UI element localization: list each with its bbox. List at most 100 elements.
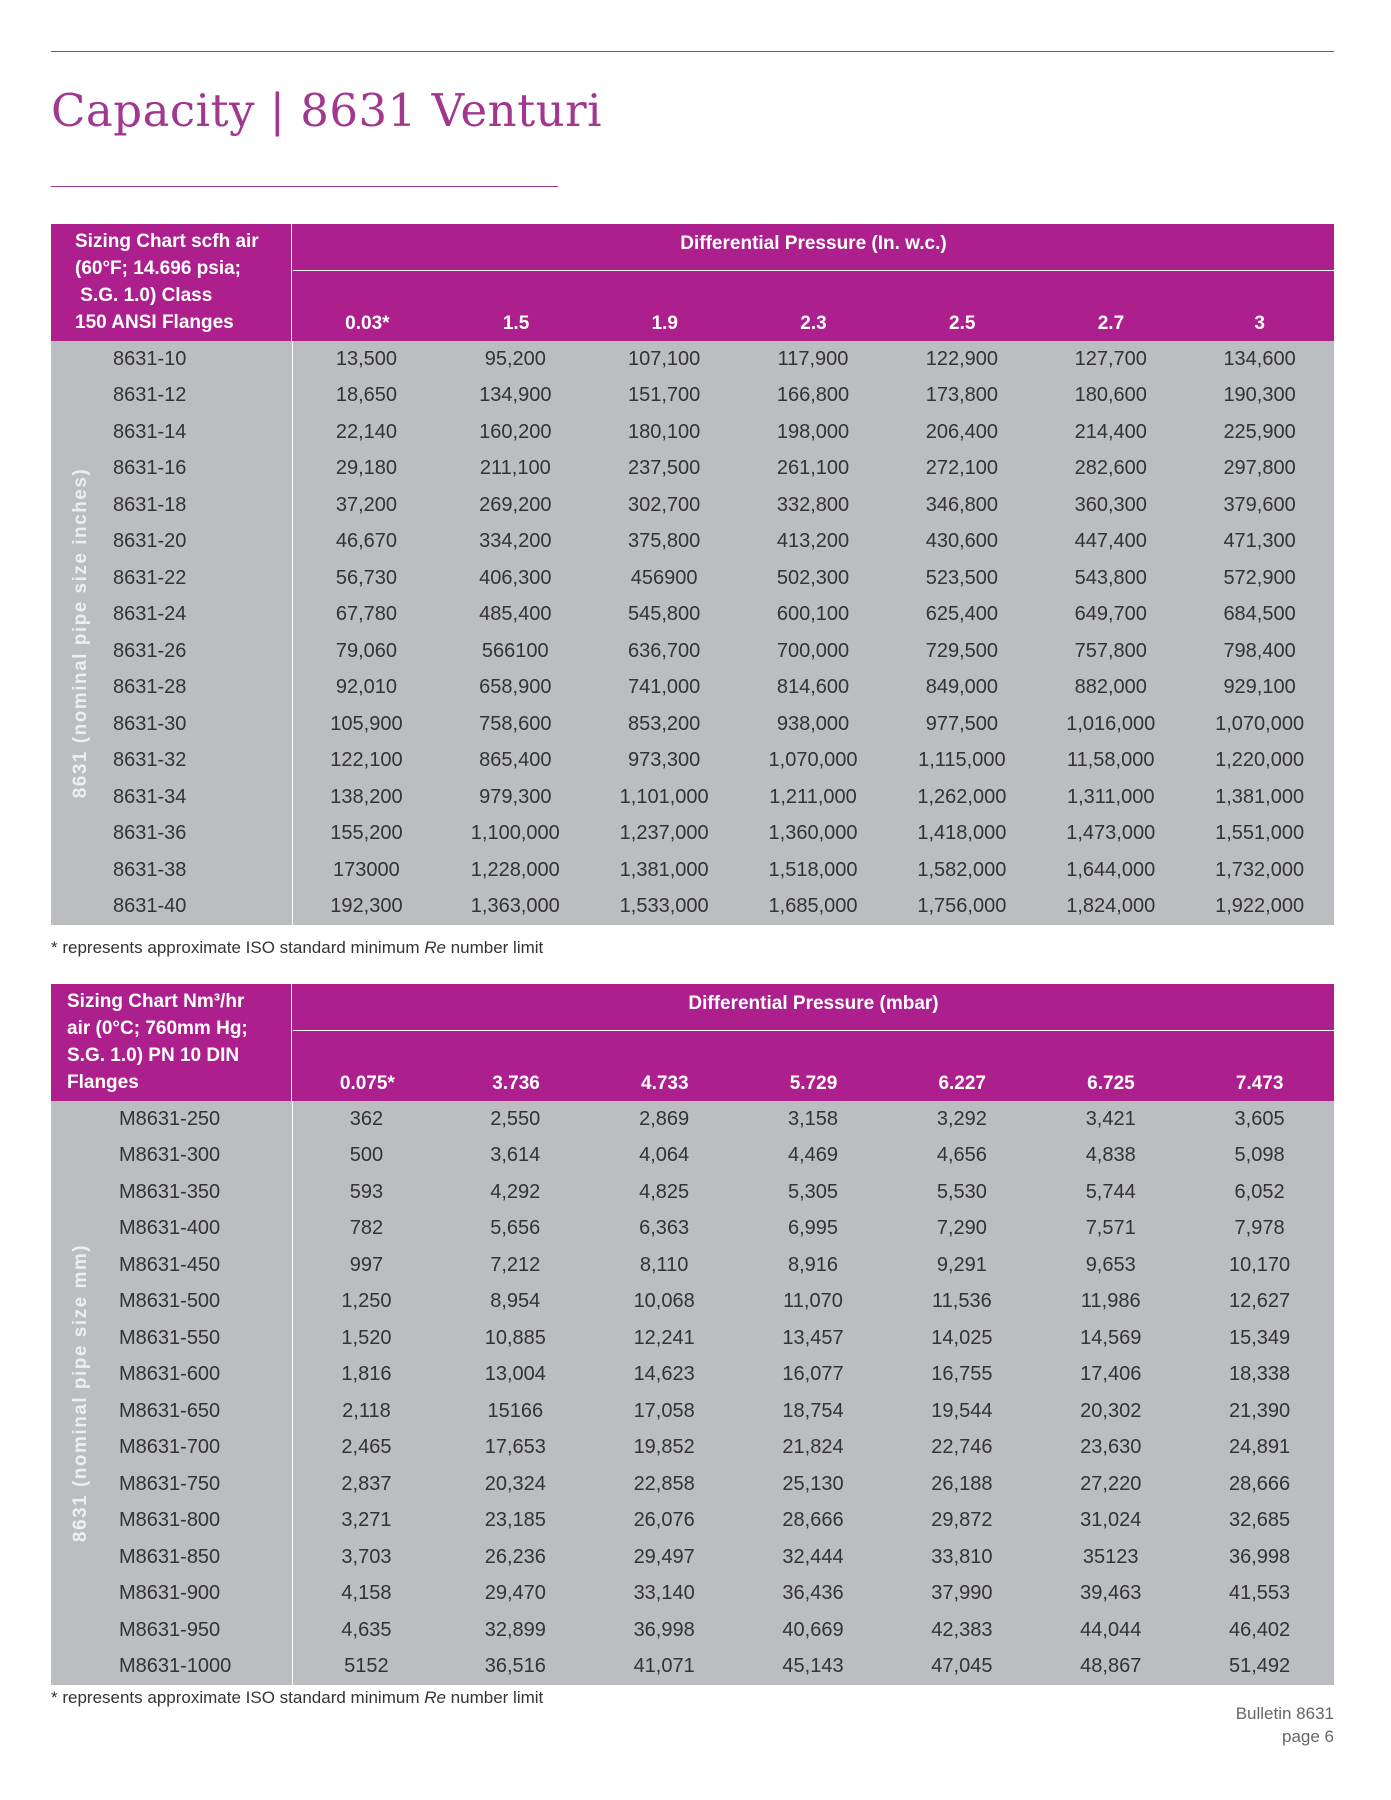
table-row: M8631-750 2,837 20,324 22,858 25,130 26,188 27…	[51, 1466, 1334, 1503]
value-cell: 166,800	[776, 384, 850, 407]
column-header: 2.3	[800, 313, 827, 334]
value-cell: 134,600	[1223, 347, 1296, 370]
value-cell: 1,311,000	[1066, 785, 1155, 808]
value-cell: 543,800	[1074, 566, 1147, 589]
value-cell: 798,400	[1223, 639, 1296, 662]
column-header: 6.227	[938, 1073, 986, 1094]
value-cell: 18,338	[1229, 1363, 1291, 1386]
table-row: M8631-800 3,271 23,185 26,076 28,666 29,872 31…	[51, 1503, 1334, 1540]
column-header: 4.733	[641, 1073, 689, 1094]
value-cell: 997	[349, 1253, 384, 1276]
table-row: M8631-300 500 3,614 4,064 4,469 4,656 4,838 5,0…	[51, 1138, 1334, 1175]
value-cell: 39,463	[1080, 1582, 1142, 1605]
value-cell: 261,100	[776, 457, 850, 480]
value-cell: 272,100	[925, 457, 999, 480]
table-row: M8631-850 3,703 26,236 29,497 32,444 33,810 35…	[51, 1539, 1334, 1576]
value-cell: 566100	[481, 639, 549, 662]
value-cell: 4,656	[936, 1144, 987, 1167]
value-cell: 92,010	[335, 676, 398, 699]
value-cell: 1,473,000	[1066, 822, 1156, 845]
value-cell: 32,444	[782, 1545, 844, 1568]
value-cell: 198,000	[776, 420, 850, 443]
value-cell: 173,800	[925, 384, 999, 407]
model-cell: M8631-650	[119, 1399, 221, 1422]
value-cell: 18,754	[782, 1399, 844, 1422]
value-cell: 2,465	[341, 1436, 392, 1459]
table-corner-label: Sizing Chart Nm³/hr air (0°C; 760mm Hg; …	[51, 984, 292, 1101]
model-cell: M8631-900	[119, 1582, 221, 1605]
value-cell: 27,220	[1080, 1472, 1142, 1495]
value-cell: 3,605	[1234, 1107, 1285, 1130]
footnote-1: * represents approximate ISO standard mi…	[51, 938, 543, 958]
model-cell: M8631-750	[119, 1472, 221, 1495]
model-cell: 8631-30	[113, 712, 187, 735]
model-cell: 8631-26	[113, 639, 187, 662]
value-cell: 25,130	[782, 1472, 844, 1495]
bulletin-label: Bulletin 8631	[1235, 1704, 1334, 1723]
table-row: 8631-26 79,060 566100 636,700 700,000 729,500…	[51, 633, 1334, 670]
value-cell: 1,228,000	[470, 858, 560, 881]
value-cell: 5,744	[1085, 1180, 1136, 1203]
model-cell: M8631-500	[119, 1290, 221, 1313]
value-cell: 485,400	[479, 603, 552, 626]
value-cell: 269,200	[479, 493, 552, 516]
model-cell: M8631-700	[119, 1436, 221, 1459]
value-cell: 180,600	[1074, 384, 1147, 407]
value-cell: 19,544	[931, 1399, 993, 1422]
value-cell: 10,068	[633, 1290, 695, 1313]
value-cell: 134,900	[479, 384, 552, 407]
column-header: 2.7	[1097, 313, 1125, 334]
model-cell: 8631-20	[113, 530, 187, 553]
column-headers: 0.075* 3.736 4.733 5.729 6.227 6.725 7.473	[293, 1073, 1334, 1095]
value-cell: 757,800	[1074, 639, 1147, 662]
table-row: 8631-36 155,200 1,100,000 1,237,000 1,360,00…	[51, 816, 1334, 853]
value-cell: 406,300	[479, 566, 552, 589]
model-cell: M8631-800	[119, 1509, 221, 1532]
value-cell: 1,381,000	[619, 858, 709, 881]
value-cell: 814,600	[776, 676, 850, 699]
value-cell: 11,536	[932, 1290, 992, 1313]
value-cell: 29,497	[633, 1545, 695, 1568]
column-header: 5.729	[789, 1073, 838, 1094]
value-cell: 41,071	[633, 1655, 695, 1678]
value-cell: 929,100	[1223, 676, 1296, 699]
footnote-text: * represents approximate ISO standard mi…	[51, 1688, 425, 1707]
model-cell: M8631-1000	[119, 1655, 232, 1678]
value-cell: 29,470	[484, 1582, 546, 1605]
model-cell: M8631-850	[119, 1545, 221, 1568]
model-cell: M8631-300	[119, 1144, 221, 1167]
model-cell: 8631-38	[113, 858, 187, 881]
value-cell: 1,237,000	[619, 822, 709, 845]
column-header: 1.5	[502, 313, 530, 334]
value-cell: 31,024	[1080, 1509, 1142, 1532]
value-cell: 977,500	[925, 712, 999, 735]
value-cell: 658,900	[479, 676, 552, 699]
model-cell: 8631-18	[113, 493, 187, 516]
value-cell: 122,100	[330, 749, 403, 772]
value-cell: 17,653	[484, 1436, 546, 1459]
table-row: M8631-450 997 7,212 8,110 8,916 9,291 9,653 10,…	[51, 1247, 1334, 1284]
value-cell: 7,212	[490, 1253, 541, 1276]
model-cell: 8631-10	[113, 347, 187, 370]
value-cell: 138,200	[330, 785, 403, 808]
table-row: 8631-30 105,900 758,600 853,200 938,000 977,5…	[51, 706, 1334, 743]
column-header: 1.9	[651, 313, 678, 334]
model-cell: 8631-22	[113, 566, 187, 589]
value-cell: 979,300	[479, 785, 552, 808]
value-cell: 1,101,000	[619, 785, 709, 808]
column-header: 0.03*	[345, 313, 390, 334]
value-cell: 151,700	[628, 384, 701, 407]
column-divider	[292, 1101, 293, 1685]
value-cell: 297,800	[1223, 457, 1296, 480]
value-cell: 41,553	[1229, 1582, 1291, 1605]
table-row: 8631-14 22,140 160,200 180,100 198,000 206,40…	[51, 414, 1334, 451]
column-header: 2.5	[949, 313, 976, 334]
value-cell: 6,052	[1234, 1180, 1285, 1203]
value-cell: 729,500	[925, 639, 999, 662]
value-cell: 545,800	[628, 603, 701, 626]
value-cell: 523,500	[925, 566, 999, 589]
model-cell: M8631-600	[119, 1363, 221, 1386]
value-cell: 127,700	[1074, 347, 1147, 370]
sizing-table-scfh: Sizing Chart scfh air (60°F; 14.696 psia…	[51, 224, 1334, 925]
model-cell: 8631-24	[113, 603, 187, 626]
